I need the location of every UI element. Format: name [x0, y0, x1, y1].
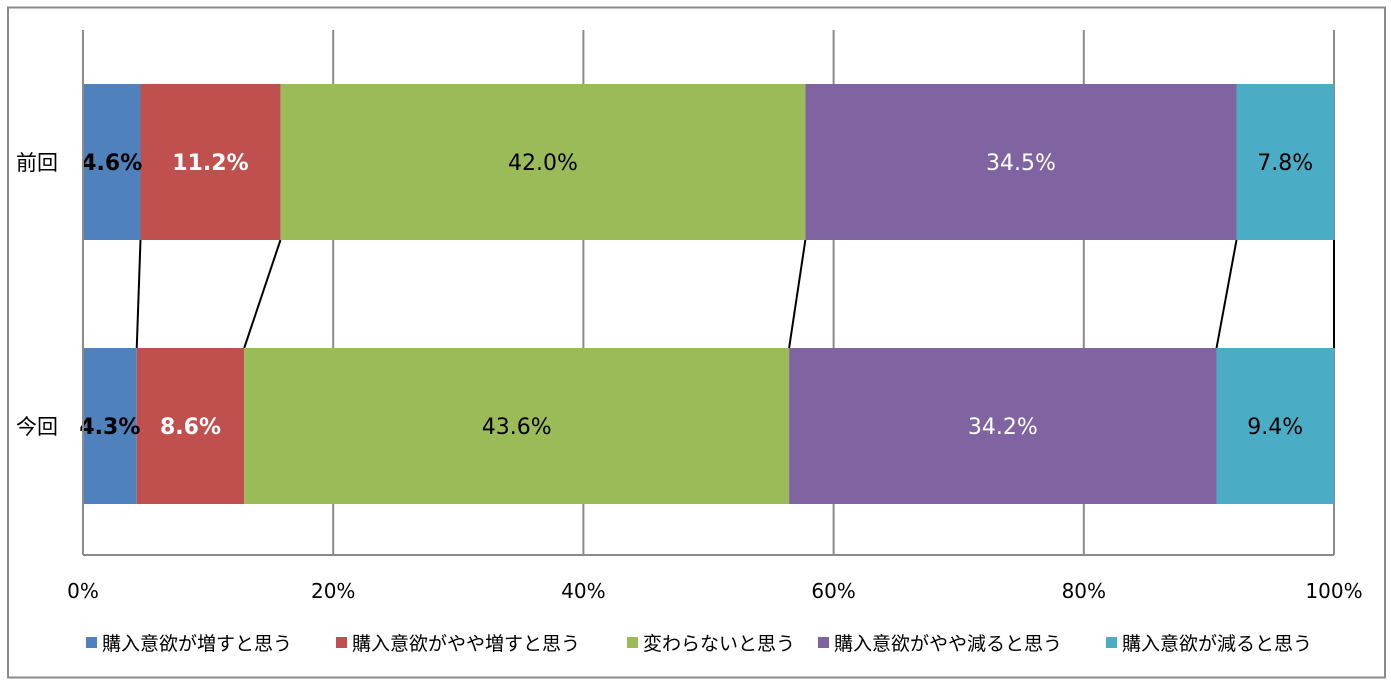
- series-line: [243, 239, 282, 349]
- category-label: 前回: [16, 151, 58, 175]
- data-label: 4.3%: [79, 415, 140, 440]
- series-connector-lines: [135, 239, 1335, 349]
- bar-segment: [789, 348, 1217, 504]
- legend-label: 購入意欲がやや増すと思う: [352, 633, 580, 655]
- data-label: 34.2%: [968, 415, 1038, 440]
- data-labels: 4.6% 11.2% 42.0% 34.5% 7.8% 4.3% 8.6% 43.6% 34.2…: [79, 151, 1313, 440]
- bar-segment: [280, 84, 806, 240]
- bars: [83, 84, 1334, 504]
- bar-segment: [136, 348, 245, 504]
- x-tick-label: 40%: [561, 579, 605, 603]
- x-tick-label: 60%: [811, 579, 855, 603]
- bar-segment: [1216, 348, 1334, 504]
- data-label: 11.2%: [172, 151, 248, 176]
- bar-segment: [805, 84, 1237, 240]
- data-label: 7.8%: [1257, 151, 1313, 176]
- legend-label: 購入意欲が減ると思う: [1122, 633, 1312, 655]
- legend-label: 変わらないと思う: [643, 633, 795, 655]
- series-line: [1215, 239, 1238, 349]
- data-label: 34.5%: [986, 151, 1056, 176]
- legend-swatch: [1106, 637, 1117, 648]
- data-label: 43.6%: [482, 415, 552, 440]
- x-tick-label: 20%: [311, 579, 355, 603]
- data-label: 42.0%: [508, 151, 578, 176]
- legend: 購入意欲が増すと思う 購入意欲がやや増すと思う 変わらないと思う 購入意欲がやや減ると…: [86, 633, 1312, 655]
- category-label: 今回: [16, 415, 58, 439]
- data-label: 4.6%: [81, 151, 142, 176]
- data-label: 8.6%: [160, 415, 221, 440]
- legend-label: 購入意欲が増すと思う: [102, 633, 292, 655]
- bar-segment: [140, 84, 281, 240]
- bar-segment: [1236, 84, 1334, 240]
- bar-segment: [83, 84, 141, 240]
- legend-swatch: [86, 637, 97, 648]
- series-line: [135, 239, 142, 349]
- data-label: 9.4%: [1247, 415, 1303, 440]
- x-tick-label: 80%: [1062, 579, 1106, 603]
- bar-segment: [83, 348, 137, 504]
- legend-swatch: [336, 637, 347, 648]
- series-line: [788, 239, 807, 349]
- x-tick-label: 100%: [1305, 579, 1362, 603]
- bar-segment: [244, 348, 790, 504]
- x-tick-label: 0%: [67, 579, 99, 603]
- legend-label: 購入意欲がやや減ると思う: [834, 633, 1062, 655]
- legend-swatch: [627, 637, 638, 648]
- legend-swatch: [818, 637, 829, 648]
